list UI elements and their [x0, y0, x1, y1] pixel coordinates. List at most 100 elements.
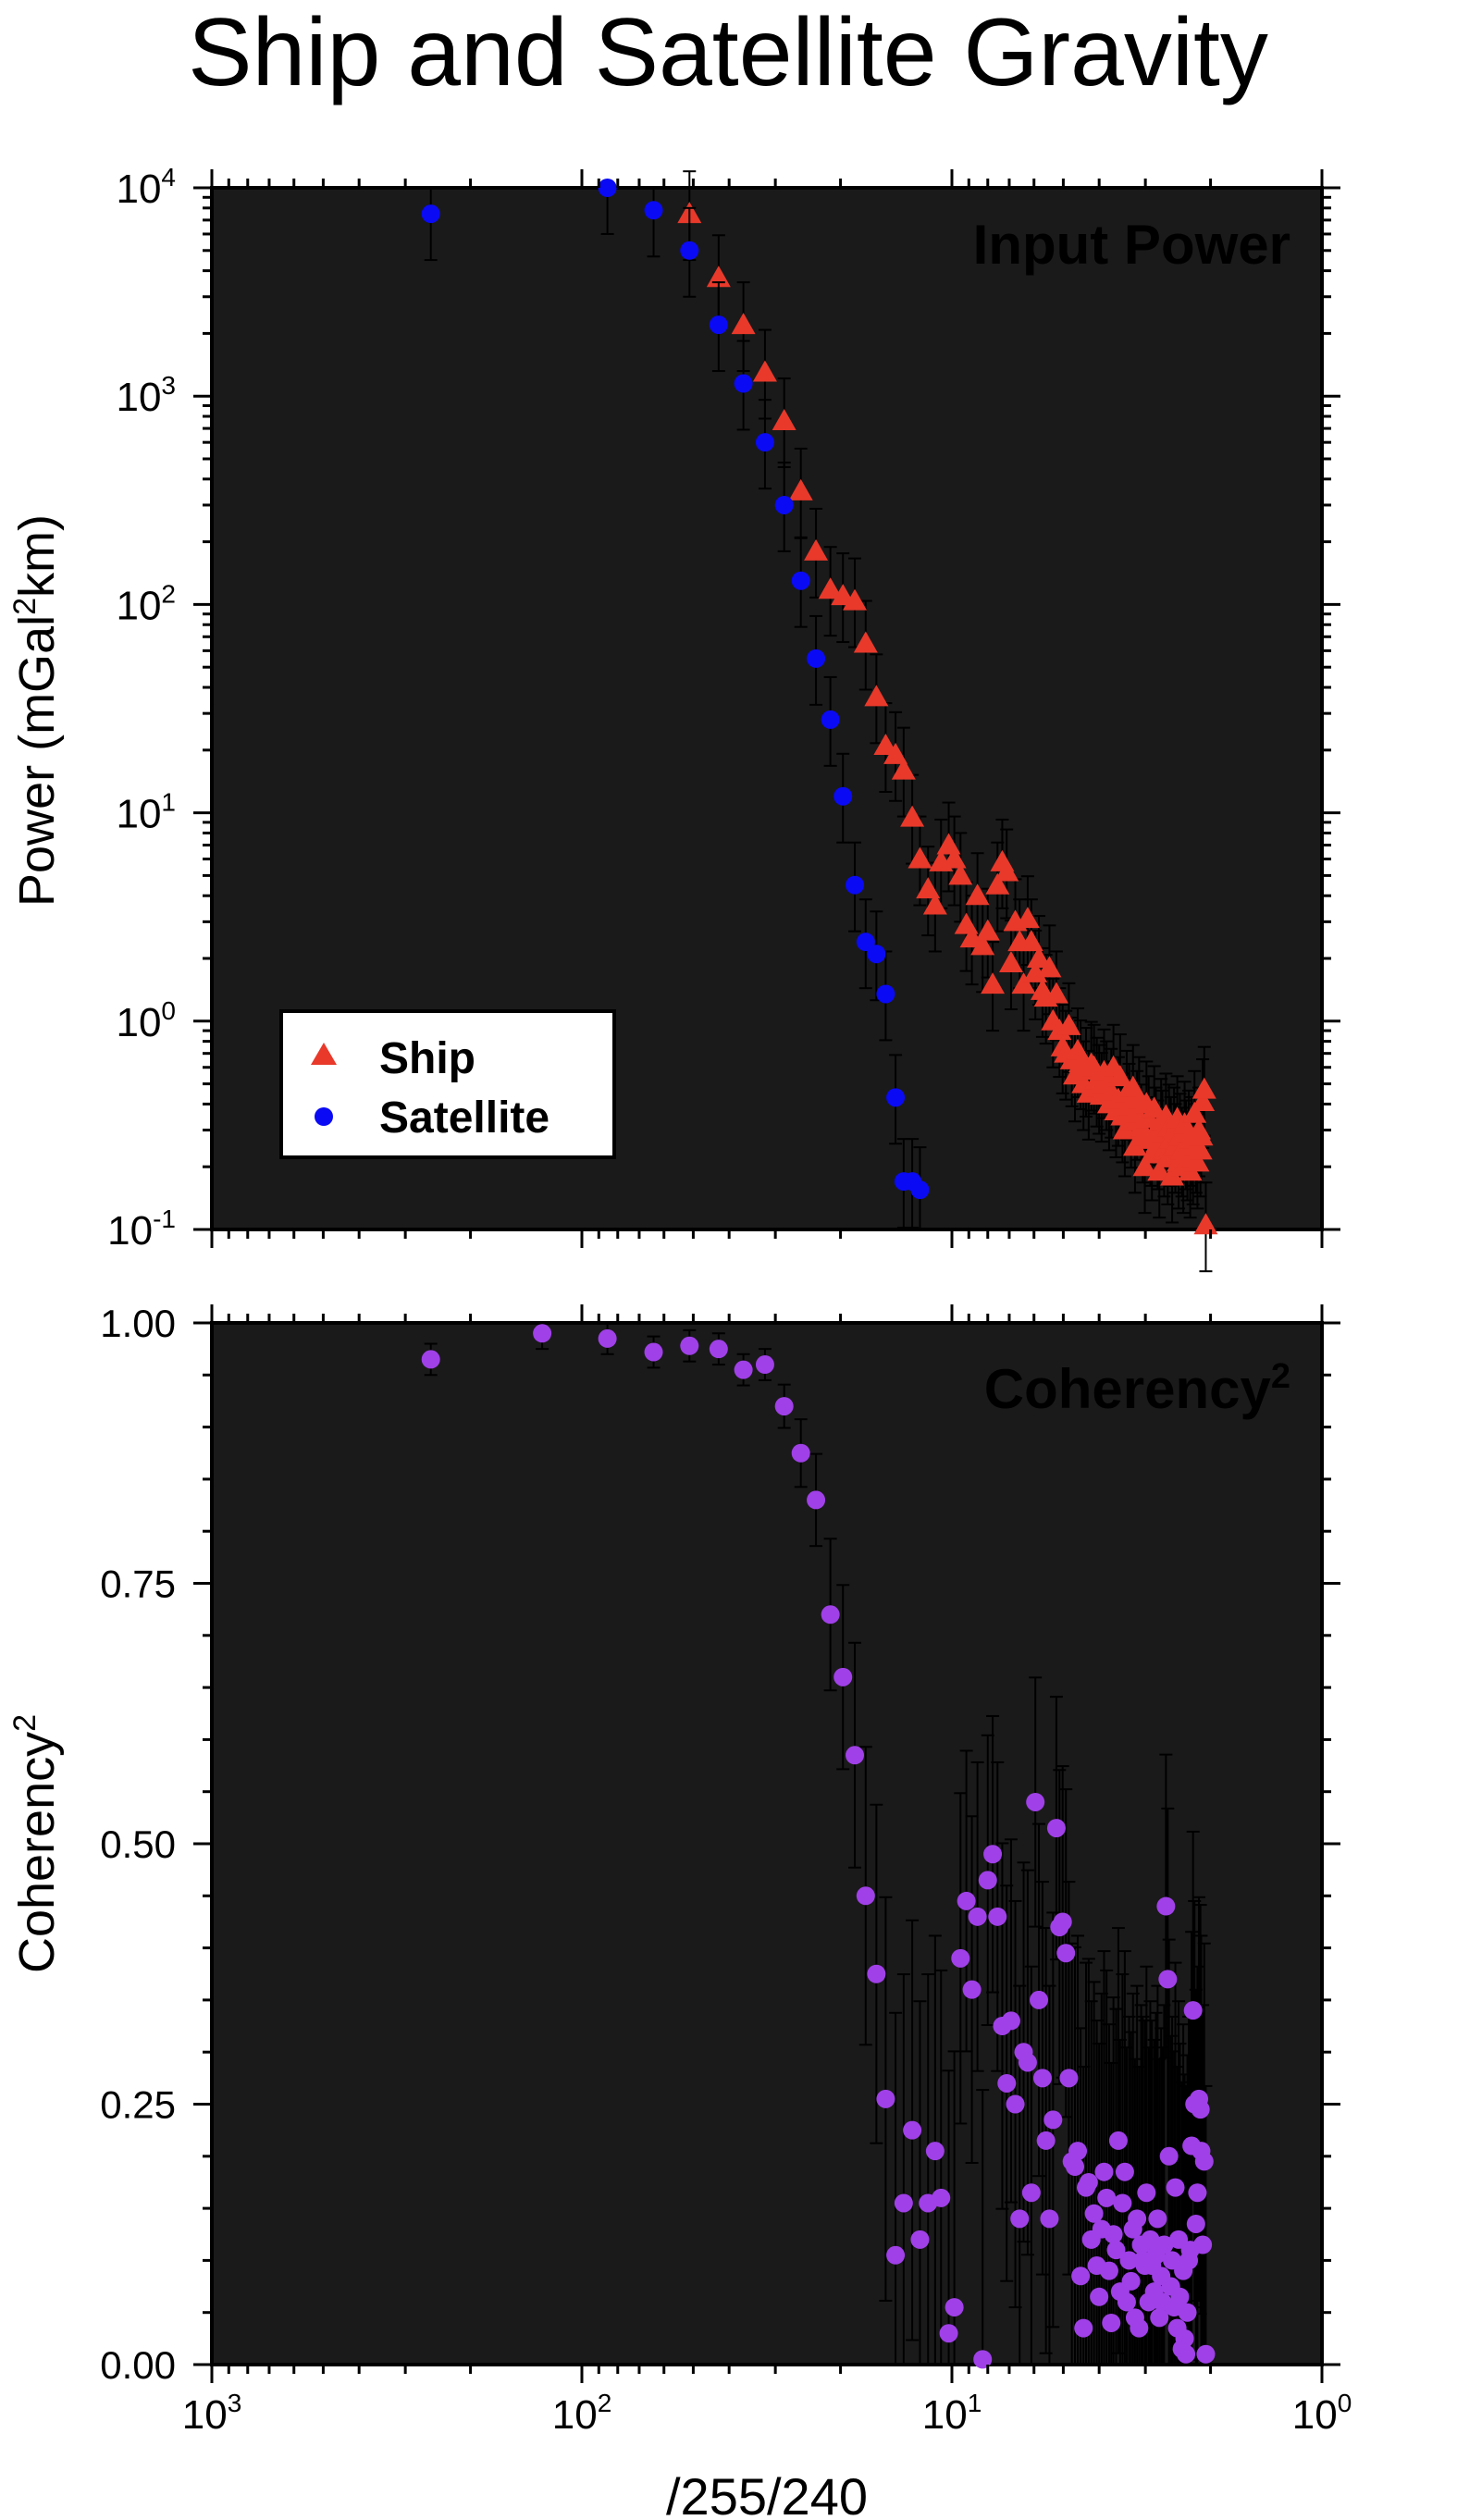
ship-point: [883, 742, 908, 764]
ship-point: [891, 758, 916, 780]
coherency-panel: 0.00 0.25 0.50 0.75 1.00 103 102 101 100 Coheren…: [7, 1302, 1352, 2520]
legend: Ship Satellite: [279, 1009, 616, 1159]
ship-point: [853, 631, 878, 653]
coherency-point: [1121, 2271, 1141, 2291]
coherency-point: [1117, 2292, 1136, 2312]
coherency-point: [910, 2230, 930, 2249]
coherency-point: [1188, 2183, 1207, 2203]
satellite-point: [755, 433, 774, 452]
coherency-point: [1066, 2157, 1085, 2177]
coherency-point: [1056, 1944, 1076, 1963]
legend-box: [279, 1009, 616, 1159]
ship-point: [1193, 1213, 1218, 1235]
ship-point: [1188, 1138, 1213, 1160]
ship-point: [948, 863, 973, 885]
power-panel-label: Input Power: [973, 214, 1290, 276]
coherency-point: [1154, 2235, 1174, 2254]
coherency-point: [1128, 2209, 1147, 2229]
coherency-point: [709, 1340, 728, 1359]
legend-satellite-label: Satellite: [379, 1093, 549, 1143]
coherency-axes: 0.00 0.25 0.50 0.75 1.00 103 102 101 100: [100, 1302, 1352, 2438]
x-tick-label: 102: [552, 2389, 612, 2438]
coherency-point: [983, 1845, 1003, 1864]
ship-point: [994, 859, 1019, 882]
coherency-point: [421, 1350, 440, 1369]
coherency-point: [1084, 2204, 1104, 2223]
coherency-point: [886, 2245, 906, 2265]
coherency-point: [903, 2120, 922, 2140]
coherency-point: [1104, 2225, 1123, 2244]
satellite-point: [709, 315, 728, 335]
coherency-point: [1030, 1990, 1049, 2009]
coherency-point: [1097, 2188, 1117, 2207]
satellite-point: [876, 984, 895, 1004]
coherency-point: [1137, 2183, 1156, 2203]
coherency-y-tick-label: 1.00: [100, 1302, 176, 1345]
ship-point: [1132, 1155, 1157, 1177]
coherency-point: [856, 1886, 875, 1906]
ship-point: [908, 846, 932, 869]
x-tick-label: 101: [922, 2389, 982, 2438]
ship-point: [843, 588, 868, 611]
satellite-point: [821, 710, 840, 729]
power-panel: 10-1 100 101 102 103 104 Input Power Power (m…: [7, 163, 1340, 1273]
ship-point: [804, 538, 829, 561]
satellite-point: [791, 571, 810, 590]
x-tick-label: 103: [182, 2389, 242, 2438]
ship-point: [1056, 1013, 1081, 1035]
coherency-point: [973, 2350, 993, 2369]
ship-point: [1027, 946, 1052, 969]
coherency-point: [533, 1324, 552, 1343]
ship-point: [1015, 907, 1040, 929]
coherency-point: [1150, 2308, 1169, 2328]
ship-point: [731, 313, 756, 335]
ship-point: [1147, 1159, 1172, 1181]
coherency-point: [1026, 1792, 1045, 1811]
coherency-point: [1046, 1819, 1066, 1838]
ship-point: [1182, 1101, 1207, 1123]
coherency-point: [791, 1443, 810, 1463]
coherency-point: [925, 2142, 945, 2161]
ship-point: [788, 478, 813, 500]
coherency-point: [957, 1891, 976, 1910]
coherency-point: [734, 1360, 753, 1379]
coherency-point: [1021, 2183, 1041, 2203]
ship-point: [922, 893, 947, 915]
coherency-point: [1032, 2069, 1052, 2088]
coherency-point: [807, 1490, 826, 1510]
coherency-point: [1043, 2110, 1063, 2130]
satellite-point: [421, 204, 440, 224]
coherency-point: [1183, 2001, 1203, 2020]
satellite-point: [886, 1088, 906, 1107]
ship-point: [975, 919, 1000, 941]
satellite-point: [598, 179, 617, 197]
ship-point: [772, 409, 796, 431]
coherency-point: [894, 2193, 913, 2213]
coherency-point: [1159, 2146, 1179, 2166]
ship-point: [916, 877, 941, 899]
power-marks: [421, 170, 1218, 1273]
ship-point: [1189, 1124, 1214, 1146]
ship-point: [1019, 930, 1043, 952]
power-y-axis-label: Power (mGal2km): [7, 514, 65, 907]
coherency-point: [1148, 2209, 1167, 2229]
coherency-point: [1102, 2313, 1121, 2332]
coherency-y-tick-label: 0.25: [100, 2083, 176, 2127]
ship-point: [970, 933, 995, 956]
coherency-point: [680, 1336, 699, 1355]
coherency-point: [1108, 2131, 1128, 2150]
ship-point: [900, 805, 925, 827]
satellite-point: [774, 495, 794, 514]
ship-point: [965, 883, 990, 906]
satellite-point: [833, 786, 853, 806]
ship-point: [1107, 1065, 1132, 1087]
power-y-tick-label: 10-1: [107, 1204, 176, 1254]
coherency-point: [1186, 2214, 1205, 2233]
coherency-point: [1106, 2241, 1126, 2260]
coherency-y-tick-label: 0.75: [100, 1563, 176, 1606]
coherency-point: [1059, 2069, 1079, 2088]
satellite-point: [644, 201, 663, 220]
coherency-point: [1006, 2094, 1025, 2114]
satellite-point: [807, 649, 826, 668]
power-y-tick-label: 104: [116, 163, 176, 212]
